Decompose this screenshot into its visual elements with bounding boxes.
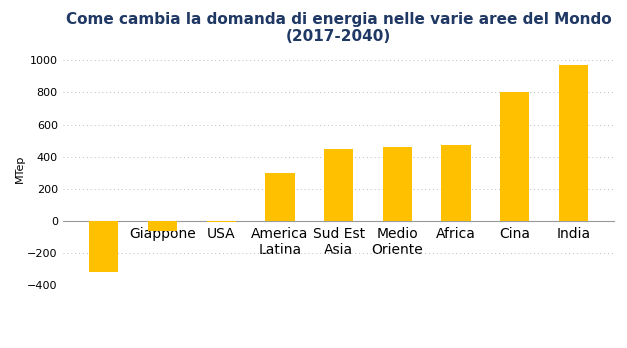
Bar [148,221,177,231]
Bar [89,221,119,272]
Bar [324,149,353,221]
Bar [500,93,529,221]
Bar [559,65,588,221]
Bar [265,173,295,221]
Y-axis label: MTep: MTep [14,155,24,183]
Bar [382,147,412,221]
Bar [441,145,471,221]
Title: Come cambia la domanda di energia nelle varie aree del Mondo
(2017-2040): Come cambia la domanda di energia nelle … [66,12,611,44]
Bar [206,221,236,222]
